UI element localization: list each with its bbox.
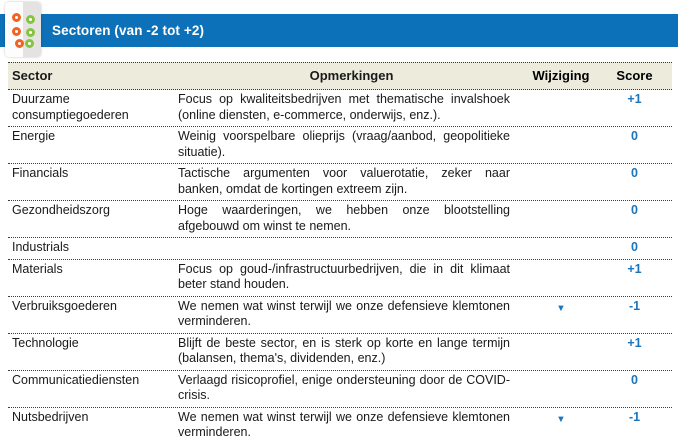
logo-dot-orange	[12, 27, 21, 36]
table-row: Nutsbedrijven We nemen wat winst terwijl…	[8, 408, 672, 436]
sector-remark: Hoge waarderingen, we hebben onze bloots…	[178, 203, 510, 233]
score-value: -1	[628, 409, 641, 424]
change-indicator	[525, 238, 597, 259]
change-indicator	[525, 371, 597, 407]
sector-name: Duurzame consumptiegoederen	[12, 92, 129, 122]
score-value: +1	[627, 335, 642, 350]
change-indicator	[525, 90, 597, 126]
dots-logo-icon	[5, 2, 41, 57]
logo-dot-green	[26, 28, 35, 37]
score-value: 0	[631, 129, 638, 143]
change-indicator	[525, 260, 597, 296]
sector-name: Energie	[12, 129, 56, 143]
column-header-sector: Sector	[12, 68, 53, 84]
sector-remark: Tactische argumenten voor valuerotatie, …	[178, 166, 510, 196]
score-value: +1	[627, 261, 642, 276]
section-title: Sectoren (van -2 tot +2)	[52, 23, 205, 38]
table-row: Communicatiediensten Verlaagd risicoprof…	[8, 371, 672, 408]
score-value: 0	[631, 203, 638, 217]
table-row: Duurzame consumptiegoederen Focus op kwa…	[8, 90, 672, 127]
change-down-icon: ▼	[556, 413, 566, 425]
sector-remark: Blijft de beste sector, en is sterk op k…	[178, 335, 510, 366]
sector-remark: Verlaagd risicoprofiel, enige ondersteun…	[178, 372, 510, 403]
sector-name: Financials	[12, 166, 69, 180]
score-value: 0	[631, 372, 638, 387]
table-row: Energie Weinig voorspelbare olieprijs (v…	[8, 127, 672, 164]
logo-dot-green	[26, 15, 35, 24]
sector-remark: We nemen wat winst terwijl we onze defen…	[178, 409, 510, 436]
table-row: Technologie Blijft de beste sector, en i…	[8, 334, 672, 371]
sector-remark: Focus op goud-/infrastructuurbedrijven, …	[178, 261, 510, 292]
sector-remark: We nemen wat winst terwijl we onze defen…	[178, 298, 510, 329]
change-indicator	[525, 127, 597, 163]
sector-table: Sector Opmerkingen Wijziging Score Duurz…	[8, 62, 672, 436]
table-row: Verbruiksgoederen We nemen wat winst ter…	[8, 297, 672, 334]
sector-name: Nutsbedrijven	[12, 409, 89, 424]
change-indicator	[525, 201, 597, 237]
table-header-row: Sector Opmerkingen Wijziging Score	[8, 62, 672, 90]
sector-name: Industrials	[12, 240, 69, 254]
table-row: Industrials 0	[8, 238, 672, 260]
logo-dot-orange	[12, 13, 21, 22]
sector-remark	[178, 238, 525, 259]
change-indicator	[525, 334, 597, 370]
sector-remark: Weinig voorspelbare olieprijs (vraag/aan…	[178, 129, 510, 159]
table-row: Financials Tactische argumenten voor val…	[8, 164, 672, 201]
column-header-remarks: Opmerkingen	[309, 68, 394, 84]
sector-name: Gezondheidszorg	[12, 203, 110, 217]
sector-name: Communicatiediensten	[12, 372, 140, 387]
score-value: +1	[627, 92, 642, 106]
column-header-score: Score	[616, 68, 653, 84]
table-row: Gezondheidszorg Hoge waarderingen, we he…	[8, 201, 672, 238]
score-value: 0	[631, 240, 638, 254]
change-indicator	[525, 164, 597, 200]
table-row: Materials Focus op goud-/infrastructuurb…	[8, 260, 672, 297]
score-value: -1	[628, 298, 641, 313]
sector-name: Verbruiksgoederen	[12, 298, 117, 313]
logo-dot-green	[25, 39, 34, 48]
column-header-change: Wijziging	[532, 68, 590, 84]
sector-name: Materials	[12, 261, 63, 276]
logo-dot-orange	[15, 39, 24, 48]
score-value: 0	[631, 166, 638, 180]
change-down-icon: ▼	[556, 302, 566, 314]
section-banner: Sectoren (van -2 tot +2)	[0, 14, 678, 47]
sector-remark: Focus op kwaliteitsbedrijven met themati…	[178, 92, 510, 122]
sector-name: Technologie	[12, 335, 79, 350]
